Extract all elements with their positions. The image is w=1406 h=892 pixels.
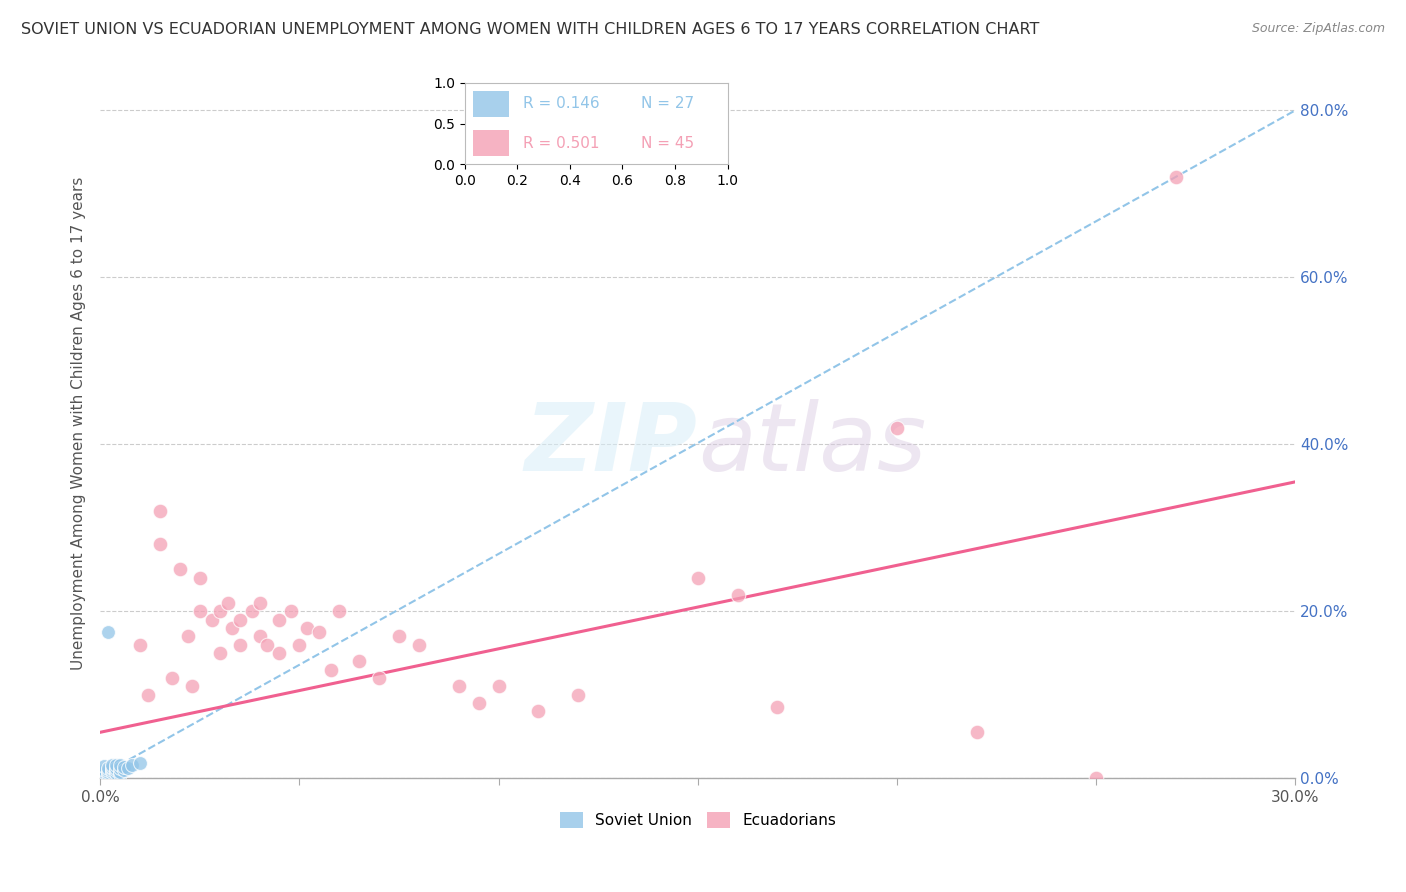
Point (217, 596, 239, 610)
Point (101, 759, 124, 773)
Point (208, 646, 231, 660)
Point (93, 764, 115, 779)
Point (249, 629, 271, 643)
Point (101, 757, 124, 772)
Point (228, 638, 250, 652)
Point (97, 625, 120, 640)
Point (208, 604, 231, 618)
Point (112, 763, 135, 777)
Text: Source: ZipAtlas.com: Source: ZipAtlas.com (1251, 22, 1385, 36)
Point (108, 757, 131, 772)
Point (129, 638, 152, 652)
Point (527, 705, 550, 719)
Point (177, 629, 200, 643)
Text: atlas: atlas (697, 399, 927, 491)
Point (97, 763, 120, 777)
Point (97, 764, 120, 779)
Point (308, 625, 330, 640)
Point (105, 761, 128, 775)
Point (112, 759, 135, 773)
Point (567, 688, 589, 702)
Point (129, 756, 152, 771)
Point (101, 761, 124, 775)
Y-axis label: Unemployment Among Women with Children Ages 6 to 17 years: Unemployment Among Women with Children A… (72, 177, 86, 670)
Point (101, 764, 124, 779)
Point (121, 757, 143, 772)
Point (447, 679, 470, 693)
Point (256, 638, 278, 652)
Point (966, 725, 988, 739)
Point (160, 671, 183, 685)
Point (97, 761, 120, 775)
Point (105, 763, 128, 777)
Point (93, 758, 115, 772)
Point (149, 504, 172, 518)
Point (105, 766, 128, 780)
Point (249, 596, 271, 610)
Point (388, 629, 411, 643)
Point (93, 767, 115, 781)
Point (228, 613, 250, 627)
Point (269, 613, 291, 627)
Point (105, 757, 128, 772)
Point (149, 537, 172, 551)
Point (686, 571, 709, 585)
Point (201, 613, 224, 627)
Point (368, 671, 391, 685)
Legend: Soviet Union, Ecuadorians: Soviet Union, Ecuadorians (554, 806, 842, 834)
Point (108, 767, 131, 781)
Point (240, 604, 263, 618)
Point (328, 604, 350, 618)
Point (488, 679, 510, 693)
Point (117, 761, 139, 775)
Point (297, 621, 319, 635)
Point (727, 588, 749, 602)
Text: SOVIET UNION VS ECUADORIAN UNEMPLOYMENT AMONG WOMEN WITH CHILDREN AGES 6 TO 17 Y: SOVIET UNION VS ECUADORIAN UNEMPLOYMENT … (21, 22, 1039, 37)
Point (169, 562, 191, 576)
Point (93, 763, 115, 777)
Point (467, 696, 489, 710)
Point (766, 700, 789, 714)
Point (288, 638, 311, 652)
Point (280, 604, 302, 618)
Point (188, 571, 211, 585)
Point (188, 604, 211, 618)
Point (136, 688, 159, 702)
Point (221, 621, 243, 635)
Point (108, 761, 131, 775)
Point (108, 764, 131, 779)
Point (886, 420, 908, 434)
Point (1164, 170, 1187, 185)
Point (269, 646, 291, 660)
Point (408, 638, 430, 652)
Point (101, 763, 124, 777)
Point (180, 679, 202, 693)
Point (347, 654, 370, 668)
Point (321, 663, 343, 677)
Text: ZIP: ZIP (524, 399, 697, 491)
Point (97, 767, 120, 781)
Point (1085, 771, 1108, 785)
